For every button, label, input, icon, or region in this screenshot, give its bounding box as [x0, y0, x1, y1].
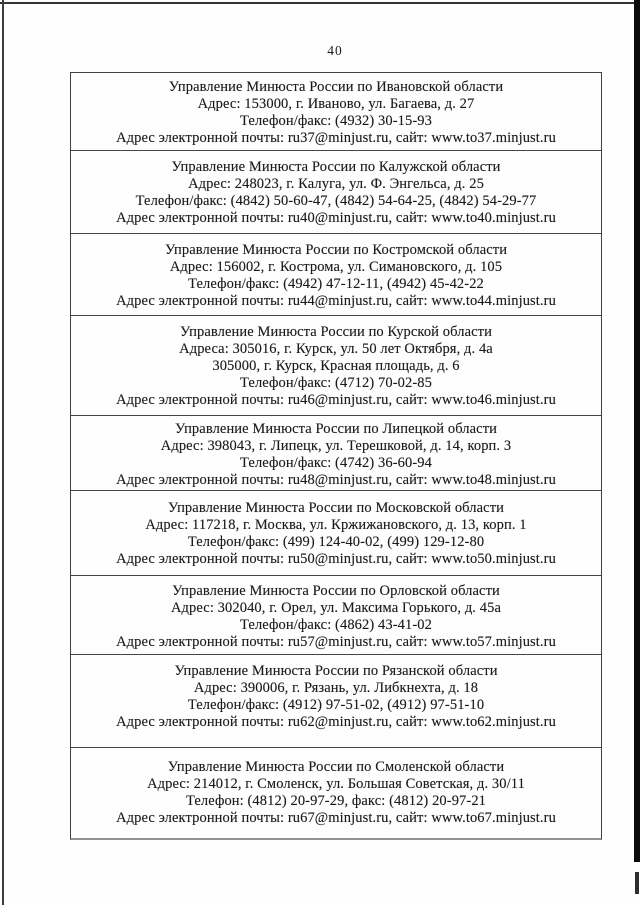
office-email: Адрес электронной почты: ru67@minjust.ru… [116, 810, 556, 826]
office-address: Адрес: 398043, г. Липецк, ул. Терешковой… [160, 438, 512, 454]
office-card-smolensk: Управление Минюста России по Смоленской … [71, 747, 601, 838]
office-address: Адрес: 117218, г. Москва, ул. Кржижановс… [145, 517, 527, 533]
office-title: Управление Минюста России по Московской … [167, 500, 504, 516]
office-title: Управление Минюста России по Ивановской … [168, 79, 504, 95]
office-email: Адрес электронной почты: ru62@minjust.ru… [116, 714, 556, 730]
office-phone: Телефон/факс: (4942) 47-12-11, (4942) 45… [188, 276, 484, 292]
office-card-moscow-oblast: Управление Минюста России по Московской … [71, 490, 601, 575]
office-card-kursk: Управление Минюста России по Курской обл… [71, 315, 601, 415]
office-title: Управление Минюста России по Рязанской о… [174, 663, 498, 679]
scan-edge-right [634, 0, 640, 862]
office-address: Адрес: 390006, г. Рязань, ул. Либкнехта,… [193, 680, 479, 696]
office-email: Адрес электронной почты: ru57@minjust.ru… [116, 634, 556, 650]
office-card-ivanovo: Управление Минюста России по Ивановской … [71, 73, 601, 150]
office-card-kaluga: Управление Минюста России по Калужской о… [71, 150, 601, 233]
office-address: Адреса: 305016, г. Курск, ул. 50 лет Окт… [179, 341, 493, 357]
office-title: Управление Минюста России по Костромской… [164, 242, 508, 258]
office-address-2: 305000, г. Курск, Красная площадь, д. 6 [212, 358, 460, 374]
office-address: Адрес: 248023, г. Калуга, ул. Ф. Энгельс… [188, 176, 484, 192]
office-title: Управление Минюста России по Курской обл… [180, 324, 492, 340]
scan-edge-top [0, 2, 634, 4]
office-card-ryazan: Управление Минюста России по Рязанской о… [71, 654, 601, 747]
office-phone: Телефон: (4812) 20-97-29, факс: (4812) 2… [185, 793, 487, 809]
office-title: Управление Минюста России по Смоленской … [167, 759, 505, 775]
office-card-oryol: Управление Минюста России по Орловской о… [71, 575, 601, 654]
office-email: Адрес электронной почты: ru40@minjust.ru… [116, 210, 556, 226]
office-address: Адрес: 153000, г. Иваново, ул. Багаева, … [197, 96, 475, 112]
office-address: Адрес: 156002, г. Кострома, ул. Симановс… [169, 259, 503, 275]
office-phone: Телефон/факс: (499) 124-40-02, (499) 129… [187, 534, 485, 550]
office-card-lipetsk: Управление Минюста России по Липецкой об… [71, 415, 601, 490]
office-phone: Телефон/факс: (4932) 30-15-93 [240, 113, 432, 129]
office-title: Управление Минюста России по Калужской о… [171, 159, 501, 175]
page-number: 40 [327, 43, 343, 58]
scan-edge-left [2, 0, 4, 905]
office-address: Адрес: 302040, г. Орел, ул. Максима Горь… [170, 600, 501, 616]
office-phone: Телефон/факс: (4862) 43-41-02 [240, 617, 432, 633]
office-phone: Телефон/факс: (4742) 36-60-94 [240, 455, 432, 471]
office-email: Адрес электронной почты: ru44@minjust.ru… [116, 293, 556, 309]
office-phone: Телефон/факс: (4912) 97-51-02, (4912) 97… [187, 697, 485, 713]
office-title: Управление Минюста России по Липецкой об… [174, 421, 498, 437]
office-email: Адрес электронной почты: ru50@minjust.ru… [116, 551, 556, 567]
office-email: Адрес электронной почты: ru48@minjust.ru… [116, 472, 556, 488]
scan-edge-right-tail [635, 872, 639, 894]
office-phone: Телефон/факс: (4712) 70-02-85 [240, 375, 432, 391]
office-card-kostroma: Управление Минюста России по Костромской… [71, 233, 601, 315]
office-title: Управление Минюста России по Орловской о… [172, 583, 500, 599]
office-phone: Телефон/факс: (4842) 50-60-47, (4842) 54… [135, 193, 537, 209]
offices-table: Управление Минюста России по Ивановской … [70, 72, 602, 840]
office-email: Адрес электронной почты: ru37@minjust.ru… [116, 130, 556, 146]
office-address: Адрес: 214012, г. Смоленск, ул. Большая … [147, 776, 525, 792]
office-email: Адрес электронной почты: ru46@minjust.ru… [116, 392, 556, 408]
